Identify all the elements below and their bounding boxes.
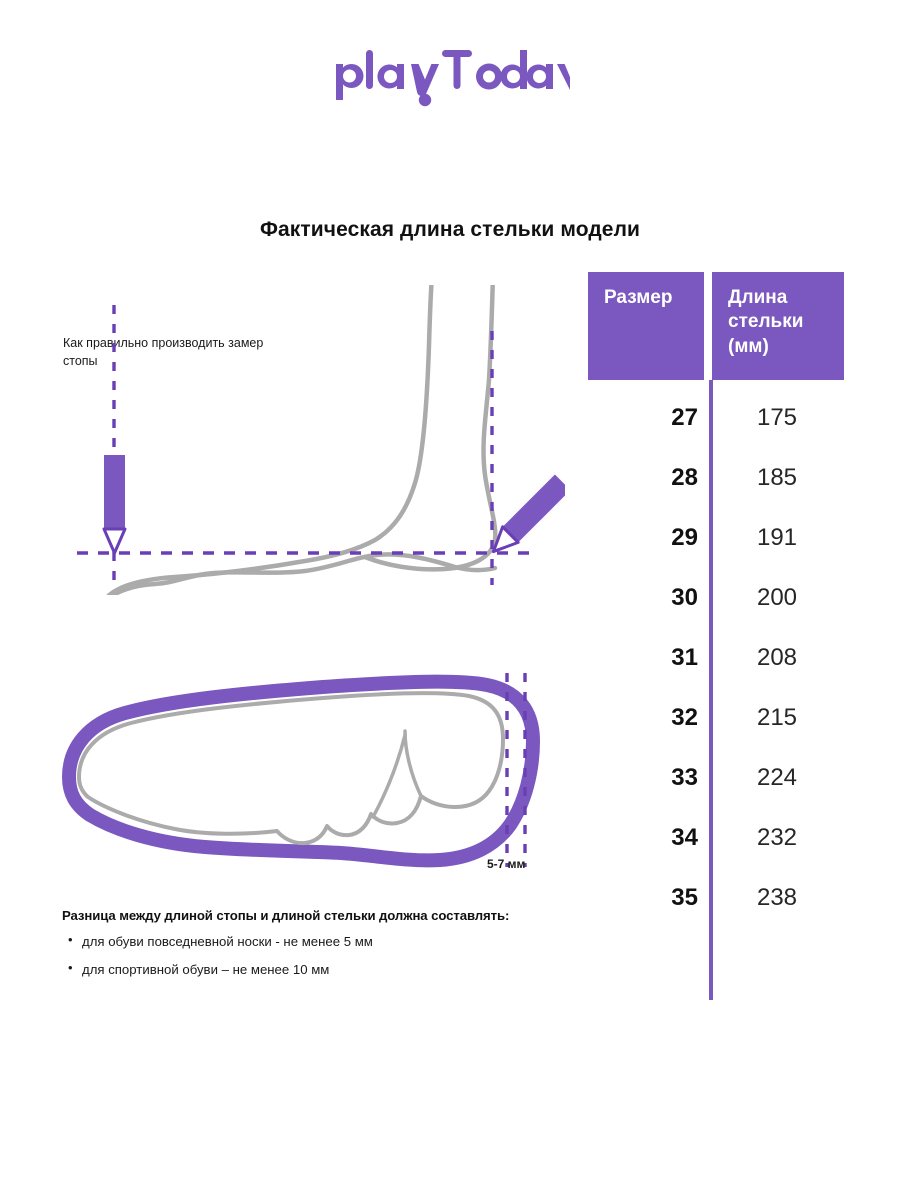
pencil-angled-icon xyxy=(491,474,565,554)
cell-size: 34 xyxy=(671,824,698,851)
insole-outline xyxy=(62,674,540,868)
size-table: Размер Длина стельки (мм) xyxy=(588,272,844,380)
cell-length: 185 xyxy=(756,464,798,491)
table-row: 29 191 xyxy=(588,508,844,568)
foot-profile-outline xyxy=(106,285,498,595)
foot-sole-top-view-diagram xyxy=(62,673,540,868)
table-row: 34 232 xyxy=(588,808,844,868)
cell-length: 208 xyxy=(756,644,798,671)
foot-outline xyxy=(77,691,505,846)
table-header-length: Длина стельки (мм) xyxy=(712,272,844,380)
cell-length: 200 xyxy=(756,584,798,611)
cell-size: 33 xyxy=(671,764,698,791)
table-row: 33 224 xyxy=(588,748,844,808)
table-column-divider xyxy=(709,380,713,1000)
difference-notes: Разница между длиной стопы и длиной стел… xyxy=(62,908,582,989)
list-item: для спортивной обуви – не менее 10 мм xyxy=(62,960,582,978)
foot-sole-line xyxy=(108,552,498,595)
pencil-vertical-icon xyxy=(102,455,127,555)
sole-gap-label: 5-7 мм xyxy=(487,857,526,871)
cell-size: 28 xyxy=(671,464,698,491)
table-header-length-line1: Длина xyxy=(728,287,788,308)
playtoday-logo-icon xyxy=(336,50,570,107)
table-header-row: Размер Длина стельки (мм) xyxy=(588,272,844,380)
table-header-size: Размер xyxy=(588,272,704,380)
cell-size: 29 xyxy=(671,524,698,551)
cell-length: 238 xyxy=(756,884,798,911)
notes-heading: Разница между длиной стопы и длиной стел… xyxy=(62,908,510,923)
cell-size: 30 xyxy=(671,584,698,611)
page-title: Фактическая длина стельки модели xyxy=(259,218,641,241)
table-row: 30 200 xyxy=(588,568,844,628)
toe-separation-line xyxy=(403,729,423,798)
table-row: 28 185 xyxy=(588,448,844,508)
table-row: 27 175 xyxy=(588,388,844,448)
table-row: 32 215 xyxy=(588,688,844,748)
list-item: для обуви повседневной носки - не менее … xyxy=(62,932,582,950)
cell-size: 31 xyxy=(671,644,698,671)
brand-logo xyxy=(0,48,900,110)
notes-list: для обуви повседневной носки - не менее … xyxy=(62,932,582,978)
cell-length: 232 xyxy=(756,824,798,851)
cell-size: 27 xyxy=(671,404,698,431)
table-row: 35 238 xyxy=(588,868,844,928)
cell-length: 215 xyxy=(756,704,798,731)
cell-length: 191 xyxy=(756,524,798,551)
toe-crease-line xyxy=(371,733,407,819)
cell-length: 224 xyxy=(756,764,798,791)
cell-length: 175 xyxy=(756,404,798,431)
table-row: 31 208 xyxy=(588,628,844,688)
foot-side-view-diagram xyxy=(77,285,565,595)
table-header-length-line2: стельки xyxy=(728,311,804,333)
cell-size: 35 xyxy=(671,884,698,911)
table-header-length-line3: (мм) xyxy=(728,335,769,357)
cell-size: 32 xyxy=(671,704,698,731)
table-body: 27 175 28 185 29 191 30 200 31 208 32 21… xyxy=(588,388,844,928)
